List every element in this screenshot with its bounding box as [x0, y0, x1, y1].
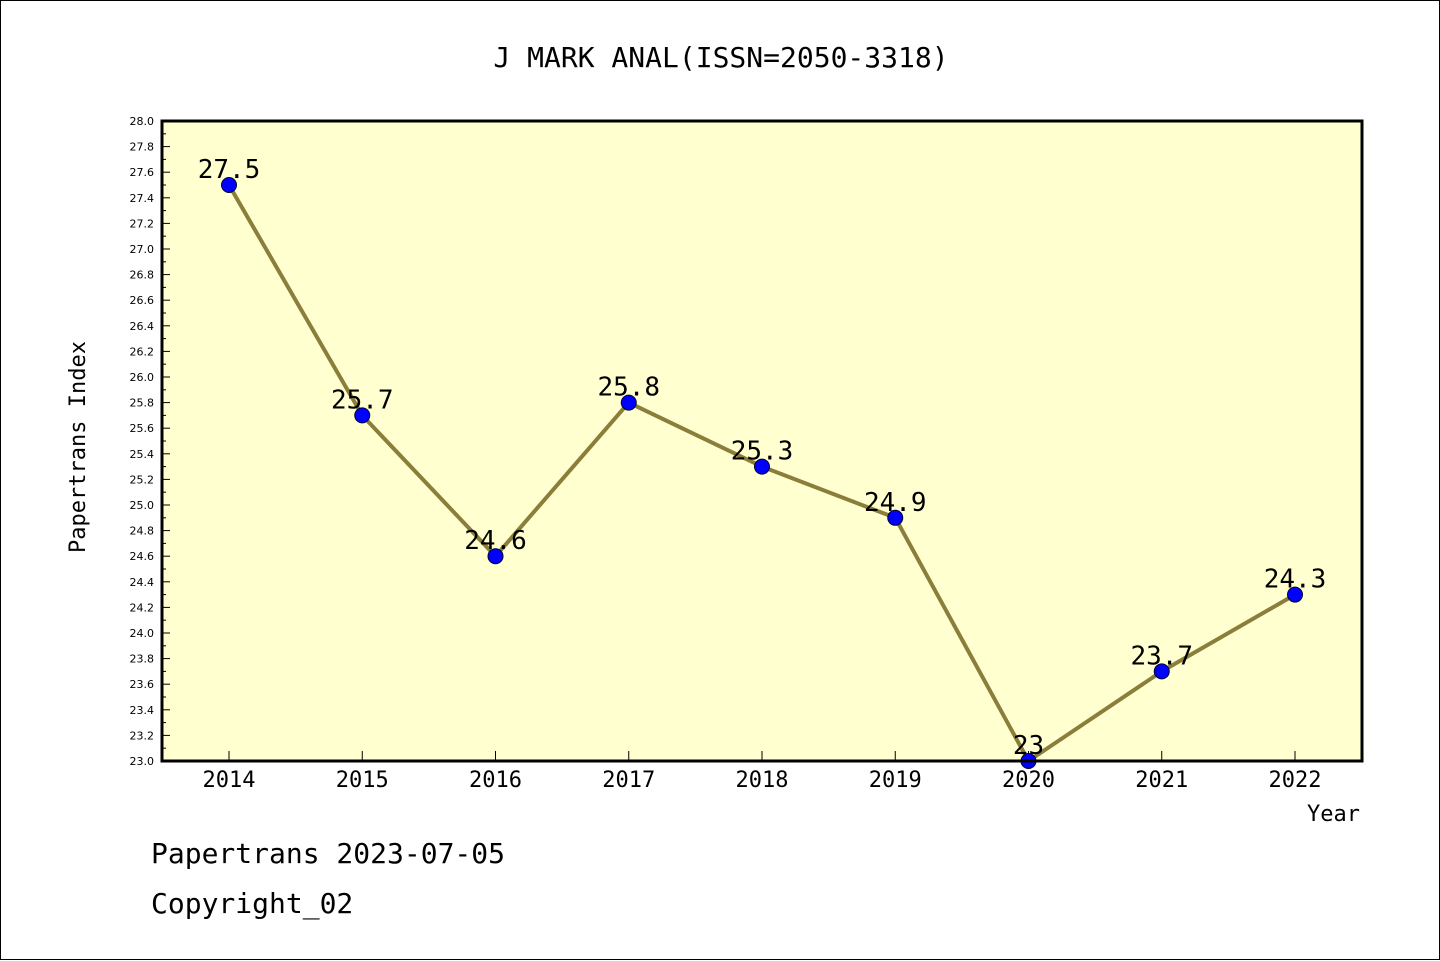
x-axis-label: Year: [1307, 802, 1360, 827]
y-tick-label: 26.2: [130, 345, 155, 358]
y-tick-label: 24.2: [130, 601, 155, 614]
y-tick-label: 26.6: [130, 294, 155, 307]
x-tick-label: 2017: [602, 768, 655, 793]
x-tick-label: 2016: [469, 768, 522, 793]
data-point-label: 23.7: [1130, 641, 1193, 671]
y-tick-label: 27.0: [130, 243, 155, 256]
x-tick-label: 2018: [736, 768, 789, 793]
y-axis-label: Papertrans Index: [66, 341, 91, 553]
y-tick-label: 26.0: [130, 371, 155, 384]
x-tick-label: 2021: [1135, 768, 1188, 793]
footer-copyright: Copyright_02: [151, 887, 354, 920]
data-point-label: 27.5: [198, 155, 261, 185]
y-tick-label: 23.6: [130, 678, 155, 691]
y-tick-label: 23.0: [130, 755, 155, 768]
plot-area: [162, 121, 1362, 761]
y-axis: 23.0 23.2 23.4 23.6 23.8 24.0 24.2 24.4 24.6 24.8…: [130, 115, 170, 768]
data-point-marker: [754, 458, 770, 475]
data-point-label: 25.7: [331, 385, 394, 415]
y-tick-label: 28.0: [130, 115, 155, 128]
y-tick-label: 24.4: [130, 576, 155, 589]
x-tick-label: 2014: [203, 768, 256, 793]
data-point-marker: [620, 394, 637, 411]
y-tick-label: 23.2: [130, 729, 155, 742]
data-point-label: 24.6: [464, 526, 527, 556]
y-tick-label: 25.4: [130, 448, 155, 461]
y-tick-label: 24.6: [130, 550, 155, 563]
data-point-label: 23: [1013, 731, 1044, 761]
y-tick-label: 27.8: [130, 141, 155, 154]
x-tick-label: 2022: [1269, 768, 1322, 793]
y-tick-label: 24.0: [130, 627, 155, 640]
data-point-label: 24.9: [864, 488, 927, 518]
x-tick-label: 2019: [869, 768, 922, 793]
x-tick-label: 2020: [1002, 768, 1055, 793]
data-point-marker: [487, 548, 504, 565]
data-point-label: 25.8: [597, 373, 660, 403]
y-tick-label: 23.8: [130, 653, 155, 666]
data-point-marker: [1153, 663, 1170, 680]
x-tick-label: 2015: [336, 768, 389, 793]
footer-date: Papertrans 2023-07-05: [151, 837, 506, 870]
data-point-marker: [887, 509, 904, 526]
data-labels: 27.5 25.7 24.6 25.8 25.3 24.9 23 23.7 24.3: [198, 155, 1327, 761]
chart-title: J MARK ANAL(ISSN=2050-3318): [493, 41, 948, 74]
y-tick-label: 25.0: [130, 499, 155, 512]
y-tick-label: 25.8: [130, 397, 155, 410]
y-tick-label: 26.8: [130, 269, 155, 282]
data-point-label: 24.3: [1264, 565, 1327, 595]
data-point-label: 25.3: [731, 437, 794, 467]
y-tick-label: 23.4: [130, 704, 155, 717]
data-point-marker: [1287, 586, 1303, 603]
y-tick-label: 27.2: [130, 217, 155, 230]
y-tick-label: 27.4: [130, 192, 155, 205]
data-point-marker: [354, 407, 371, 424]
plot-border: [160, 119, 1364, 763]
y-tick-label: 27.6: [130, 166, 155, 179]
y-tick-label: 25.6: [130, 422, 155, 435]
x-axis: 2014 2015 2016 2017 2018 2019 2020 2021 2022: [203, 751, 1322, 793]
y-tick-label: 24.8: [130, 525, 155, 538]
data-point-marker: [221, 177, 237, 193]
y-tick-label: 26.4: [130, 320, 155, 333]
y-tick-label: 25.2: [130, 473, 155, 486]
